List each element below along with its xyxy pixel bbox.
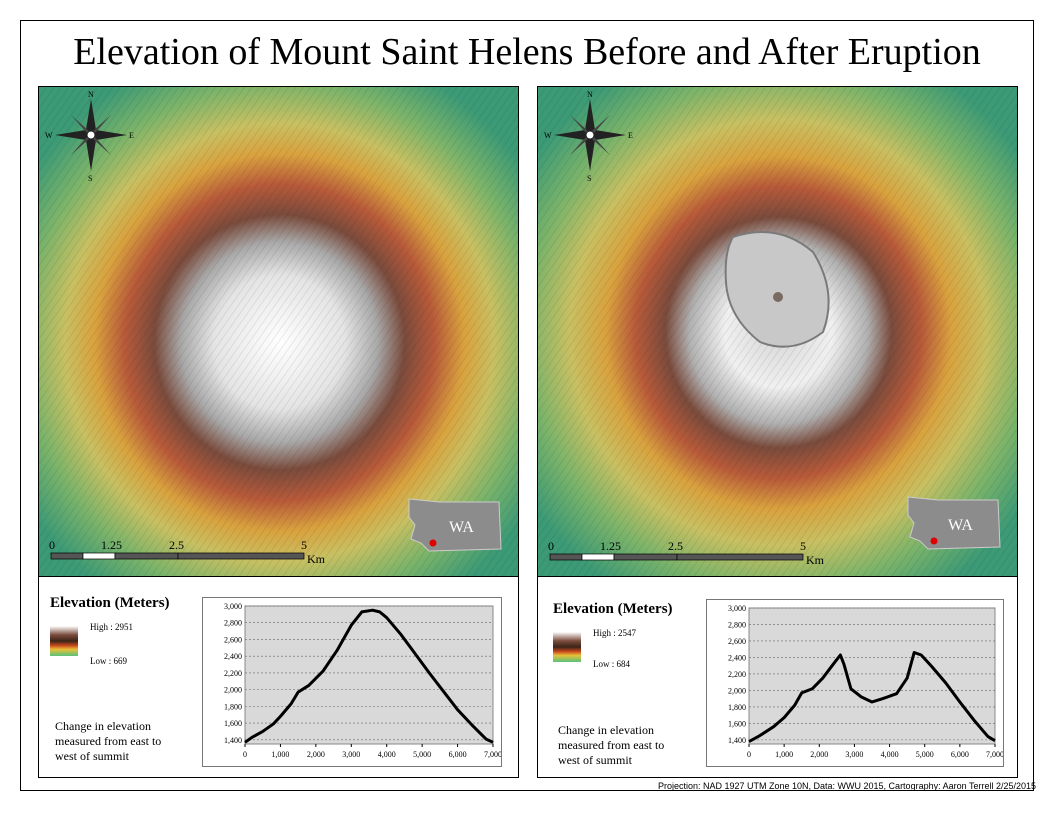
map-before[interactable]: N S W E WA 0 1.25 2.5 5 Km <box>38 86 519 577</box>
legend-title-after: Elevation (Meters) <box>553 601 673 617</box>
elevation-profile-line <box>748 651 996 743</box>
crater <box>724 231 830 348</box>
scale-label-3: 5 <box>800 539 806 553</box>
profile-note-after: Change in elevation measured from east t… <box>558 723 665 767</box>
scale-label-2: 2.5 <box>668 539 683 553</box>
washington-locator: WA <box>408 498 502 552</box>
plot-area <box>748 607 996 745</box>
x-tick-label: 4,000 <box>378 750 396 759</box>
compass-w: W <box>45 131 53 140</box>
y-tick-label: 1,400 <box>728 736 746 745</box>
profile-chart-before-svg: 1,400 1,600 1,800 2,000 2,200 2,400 2,600 2,800… <box>224 602 502 759</box>
y-tick-label: 3,000 <box>224 602 242 611</box>
location-marker <box>930 537 938 545</box>
legend-title-before: Elevation (Meters) <box>50 595 170 611</box>
y-tick-label: 1,800 <box>224 702 242 711</box>
scale-label-2: 2.5 <box>169 538 184 552</box>
legend-low-after: Low : 684 <box>593 659 630 669</box>
compass-s: S <box>88 174 92 183</box>
scale-label-1: 1.25 <box>600 539 621 553</box>
legend-high-after: High : 2547 <box>593 628 637 638</box>
y-tick-label: 2,400 <box>728 653 746 662</box>
y-tick-label: 2,200 <box>224 669 242 678</box>
x-tick-label: 1,000 <box>775 750 793 759</box>
compass-s: S <box>587 174 591 183</box>
compass-n: N <box>88 90 94 99</box>
y-tick-label: 1,600 <box>728 719 746 728</box>
profile-chart-before: 1,400 1,600 1,800 2,000 2,200 2,400 2,600 2,800… <box>202 597 502 767</box>
washington-locator: WA <box>907 496 1001 550</box>
compass-e: E <box>129 131 134 140</box>
lava-dome <box>773 292 783 302</box>
wa-label: WA <box>948 517 973 534</box>
x-tick-label: 2,000 <box>307 750 325 759</box>
x-tick-label: 6,000 <box>449 750 467 759</box>
x-tick-label: 5,000 <box>916 750 934 759</box>
y-tick-label: 2,600 <box>224 635 242 644</box>
scale-label-1: 1.25 <box>101 538 122 552</box>
profile-chart-after-svg: 1,400 1,600 1,800 2,000 2,200 2,400 2,600 2,800… <box>728 604 1004 759</box>
x-tick-label: 3,000 <box>342 750 360 759</box>
x-tick-label: 0 <box>243 750 247 759</box>
x-tick-label: 7,000 <box>484 750 501 759</box>
y-tick-label: 2,600 <box>728 637 746 646</box>
scale-unit: Km <box>307 552 326 566</box>
location-marker <box>429 539 437 547</box>
compass-n: N <box>587 90 593 99</box>
scale-label-0: 0 <box>49 538 55 552</box>
y-tick-label: 2,400 <box>224 652 242 661</box>
x-tick-label: 5,000 <box>413 750 431 759</box>
y-tick-label: 2,800 <box>728 620 746 629</box>
y-tick-label: 2,000 <box>728 686 746 695</box>
x-tick-label: 4,000 <box>881 750 899 759</box>
compass-w: W <box>544 131 552 140</box>
map-after[interactable]: N S W E WA 0 1.25 2.5 5 Km <box>537 86 1018 577</box>
elevation-profile-line <box>244 608 494 744</box>
terrain-after: N S W E WA 0 1.25 2.5 5 Km <box>538 87 1017 576</box>
plot-area <box>244 605 494 745</box>
legend-low-before: Low : 669 <box>90 656 127 666</box>
y-tick-label: 1,800 <box>728 703 746 712</box>
scale-bar: 0 1.25 2.5 5 Km <box>49 538 326 566</box>
y-tick-label: 1,400 <box>224 736 242 745</box>
terrain-before: N S W E WA 0 1.25 2.5 5 Km <box>39 87 518 576</box>
compass-rose-icon: N S W E <box>544 90 633 183</box>
wa-label: WA <box>449 519 474 536</box>
y-tick-label: 2,200 <box>728 670 746 679</box>
profile-chart-after: 1,400 1,600 1,800 2,000 2,200 2,400 2,600 2,800… <box>706 599 1004 767</box>
scale-label-3: 5 <box>301 538 307 552</box>
map-frame <box>20 20 1034 791</box>
scale-label-0: 0 <box>548 539 554 553</box>
x-tick-label: 0 <box>747 750 751 759</box>
y-tick-label: 2,800 <box>224 619 242 628</box>
profile-note-before: Change in elevation measured from east t… <box>55 719 162 763</box>
legend-ramp-after <box>553 632 581 662</box>
legend-ramp-before <box>50 626 78 656</box>
x-tick-label: 2,000 <box>810 750 828 759</box>
scale-unit: Km <box>806 553 825 567</box>
y-tick-label: 2,000 <box>224 686 242 695</box>
y-tick-label: 1,600 <box>224 719 242 728</box>
legend-high-before: High : 2951 <box>90 622 134 632</box>
x-tick-label: 1,000 <box>271 750 289 759</box>
map-credit: Projection: NAD 1927 UTM Zone 10N, Data:… <box>657 781 1036 791</box>
compass-rose-icon: N S W E <box>45 90 134 183</box>
x-tick-label: 7,000 <box>986 750 1003 759</box>
compass-e: E <box>628 131 633 140</box>
x-tick-label: 6,000 <box>951 750 969 759</box>
x-tick-label: 3,000 <box>845 750 863 759</box>
map-title: Elevation of Mount Saint Helens Before a… <box>73 31 981 73</box>
y-tick-label: 3,000 <box>728 604 746 613</box>
scale-bar: 0 1.25 2.5 5 Km <box>548 539 825 567</box>
